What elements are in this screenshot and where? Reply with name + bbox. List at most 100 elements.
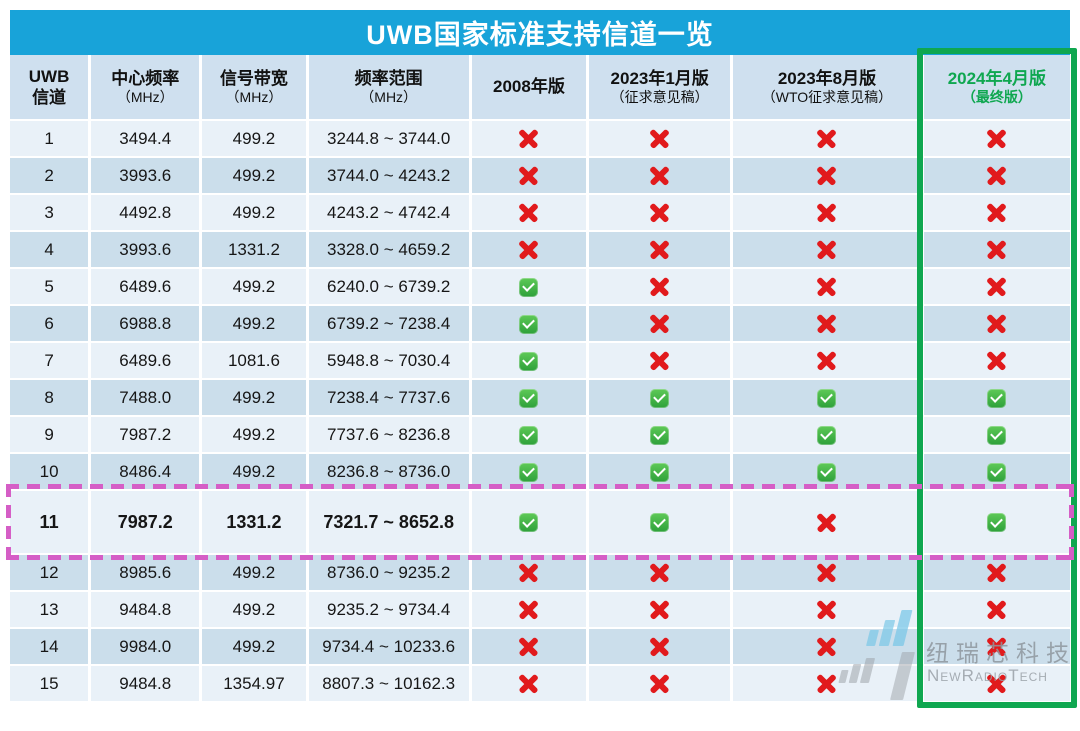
cross-icon xyxy=(986,562,1007,583)
cell-center-frequency: 8985.6 xyxy=(91,555,200,590)
cell-support-edition-2 xyxy=(589,592,731,627)
cell-bandwidth: 499.2 xyxy=(202,629,306,664)
cross-icon xyxy=(649,165,670,186)
table-row-channel-10: 10 8486.4 499.2 8236.8 ~ 8736.0 xyxy=(10,454,1070,489)
cell-frequency-range: 3328.0 ~ 4659.2 xyxy=(308,232,469,267)
cell-center-frequency: 6988.8 xyxy=(91,306,200,341)
check-icon xyxy=(650,425,670,445)
cell-support-edition-4 xyxy=(923,158,1070,193)
cross-icon xyxy=(986,239,1007,260)
cell-support-edition-3 xyxy=(733,491,921,553)
cell-support-edition-1 xyxy=(471,121,587,156)
table-row-channel-12: 12 8985.6 499.2 8736.0 ~ 9235.2 xyxy=(10,555,1070,590)
cell-support-edition-3 xyxy=(733,454,921,489)
column-header-4: 频率范围 （MHz） xyxy=(308,55,469,119)
cell-support-edition-3 xyxy=(733,158,921,193)
cross-icon xyxy=(986,276,1007,297)
cross-icon xyxy=(649,562,670,583)
cell-support-edition-4 xyxy=(923,491,1070,553)
cell-frequency-range: 6240.0 ~ 6739.2 xyxy=(308,269,469,304)
check-icon xyxy=(987,425,1007,445)
cell-support-edition-1 xyxy=(471,269,587,304)
cross-icon xyxy=(986,350,1007,371)
cell-center-frequency: 9484.8 xyxy=(91,592,200,627)
cross-icon xyxy=(986,636,1007,657)
table-row-channel-13: 13 9484.8 499.2 9235.2 ~ 9734.4 xyxy=(10,592,1070,627)
column-header-3: 信号带宽 （MHz） xyxy=(202,55,306,119)
column-header-8: 2024年4月版 （最终版） xyxy=(923,55,1070,119)
cross-icon xyxy=(816,239,837,260)
cross-icon xyxy=(518,239,539,260)
cross-icon xyxy=(649,239,670,260)
cell-support-edition-1 xyxy=(471,417,587,452)
table-row-channel-3: 3 4492.8 499.2 4243.2 ~ 4742.4 xyxy=(10,195,1070,230)
cell-channel: 10 xyxy=(10,454,89,489)
cross-icon xyxy=(986,673,1007,694)
cell-support-edition-2 xyxy=(589,417,731,452)
cell-support-edition-4 xyxy=(923,666,1070,701)
cell-support-edition-4 xyxy=(923,629,1070,664)
cell-channel: 13 xyxy=(10,592,89,627)
check-icon xyxy=(519,351,539,371)
cell-frequency-range: 9734.4 ~ 10233.6 xyxy=(308,629,469,664)
cell-support-edition-1 xyxy=(471,454,587,489)
cell-bandwidth: 499.2 xyxy=(202,454,306,489)
cross-icon xyxy=(816,673,837,694)
cell-channel: 8 xyxy=(10,380,89,415)
cell-support-edition-4 xyxy=(923,121,1070,156)
cell-support-edition-3 xyxy=(733,269,921,304)
cell-channel: 4 xyxy=(10,232,89,267)
cell-channel: 11 xyxy=(10,491,89,553)
cell-center-frequency: 8486.4 xyxy=(91,454,200,489)
cell-center-frequency: 9484.8 xyxy=(91,666,200,701)
cell-support-edition-2 xyxy=(589,666,731,701)
cell-support-edition-2 xyxy=(589,380,731,415)
check-icon xyxy=(519,462,539,482)
cell-support-edition-2 xyxy=(589,555,731,590)
cell-support-edition-1 xyxy=(471,380,587,415)
cell-bandwidth: 499.2 xyxy=(202,417,306,452)
cross-icon xyxy=(986,128,1007,149)
cross-icon xyxy=(518,165,539,186)
cell-support-edition-2 xyxy=(589,158,731,193)
table-row-channel-9: 9 7987.2 499.2 7737.6 ~ 8236.8 xyxy=(10,417,1070,452)
cell-channel: 7 xyxy=(10,343,89,378)
table-row-channel-2: 2 3993.6 499.2 3744.0 ~ 4243.2 xyxy=(10,158,1070,193)
cell-channel: 14 xyxy=(10,629,89,664)
cross-icon xyxy=(518,673,539,694)
check-icon xyxy=(987,462,1007,482)
cell-frequency-range: 3244.8 ~ 3744.0 xyxy=(308,121,469,156)
check-icon xyxy=(519,425,539,445)
cross-icon xyxy=(986,165,1007,186)
cell-center-frequency: 9984.0 xyxy=(91,629,200,664)
cell-support-edition-3 xyxy=(733,121,921,156)
cell-support-edition-1 xyxy=(471,491,587,553)
check-icon xyxy=(519,277,539,297)
table-wrapper: UWB 信道 中心频率 （MHz） 信号带宽 （MHz） 频率范围 （MHz） 2008年版 20… xyxy=(7,53,1073,703)
cell-frequency-range: 7737.6 ~ 8236.8 xyxy=(308,417,469,452)
table-row-channel-8: 8 7488.0 499.2 7238.4 ~ 7737.6 xyxy=(10,380,1070,415)
check-icon xyxy=(650,462,670,482)
cross-icon xyxy=(986,599,1007,620)
cell-frequency-range: 7321.7 ~ 8652.8 xyxy=(308,491,469,553)
cell-support-edition-3 xyxy=(733,232,921,267)
cell-support-edition-3 xyxy=(733,555,921,590)
check-icon xyxy=(817,388,837,408)
cell-channel: 6 xyxy=(10,306,89,341)
cell-bandwidth: 499.2 xyxy=(202,592,306,627)
cross-icon xyxy=(649,636,670,657)
cell-support-edition-4 xyxy=(923,232,1070,267)
channels-table: UWB 信道 中心频率 （MHz） 信号带宽 （MHz） 频率范围 （MHz） 2008年版 20… xyxy=(7,53,1073,703)
cell-center-frequency: 3494.4 xyxy=(91,121,200,156)
cell-support-edition-1 xyxy=(471,666,587,701)
cell-support-edition-2 xyxy=(589,269,731,304)
column-header-2: 中心频率 （MHz） xyxy=(91,55,200,119)
cross-icon xyxy=(649,313,670,334)
cross-icon xyxy=(816,276,837,297)
table-row-channel-11: 11 7987.2 1331.2 7321.7 ~ 8652.8 xyxy=(10,491,1070,553)
cell-support-edition-1 xyxy=(471,195,587,230)
cell-support-edition-4 xyxy=(923,555,1070,590)
column-header-7: 2023年8月版 （WTO征求意见稿） xyxy=(733,55,921,119)
cell-channel: 2 xyxy=(10,158,89,193)
